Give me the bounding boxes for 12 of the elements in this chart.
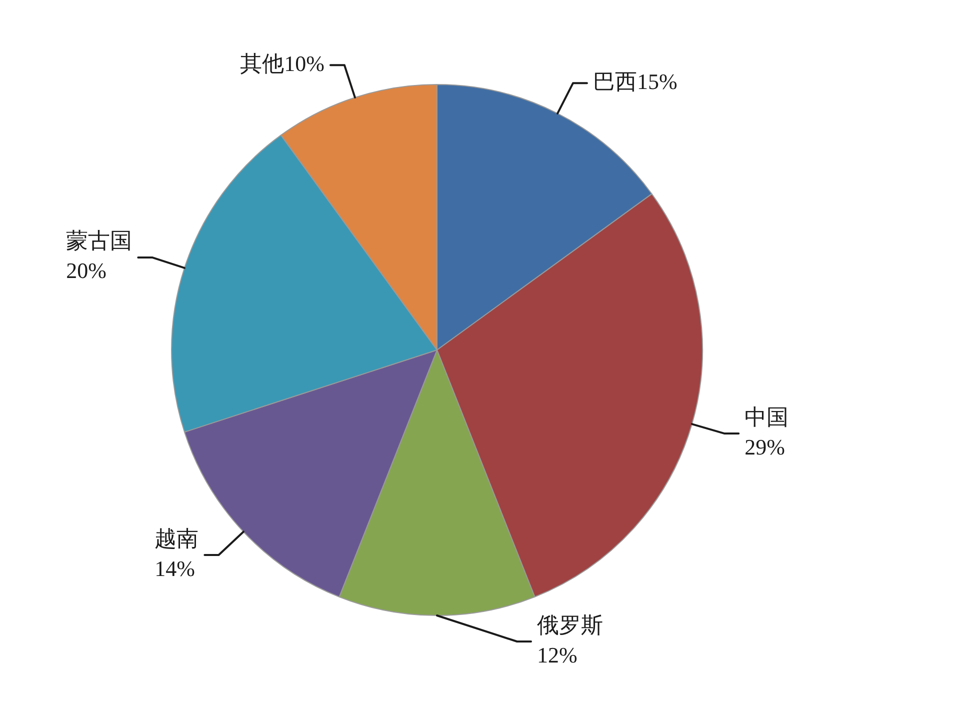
data-label: 12% (537, 642, 578, 668)
slice-label: 越南 (154, 526, 199, 551)
slice-label: 俄罗斯 (537, 612, 603, 638)
data-label: 29% (744, 434, 785, 460)
slice-label: 其他 (240, 50, 284, 76)
data-label: 10% (284, 50, 324, 76)
data-label: 20% (66, 258, 106, 284)
slice-label: 巴西 (592, 68, 637, 94)
slice-label: 中国 (744, 404, 789, 430)
data-label: 15% (636, 68, 678, 94)
slice-label: 蒙古国 (66, 228, 132, 254)
data-label: 14% (154, 556, 195, 581)
